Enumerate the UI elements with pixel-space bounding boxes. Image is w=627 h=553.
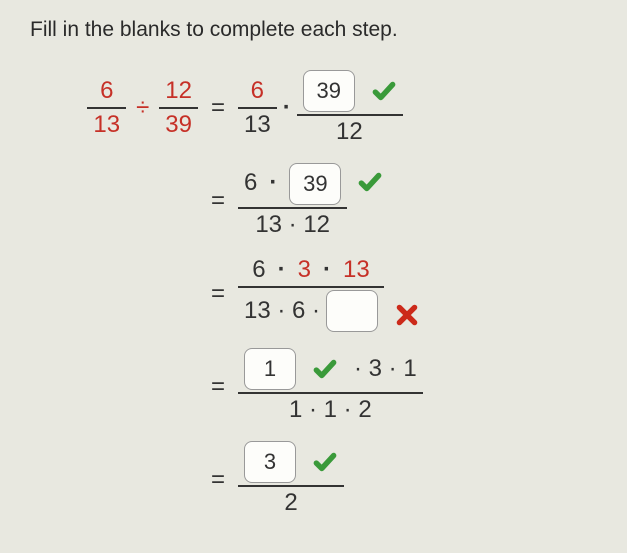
- check-icon: [312, 356, 338, 382]
- equals-sign: =: [198, 187, 238, 215]
- dot-operator: ·: [283, 94, 291, 122]
- equals-sign: =: [198, 466, 238, 494]
- math-worked-steps: 6 13 ÷ 12 39 = 6 13 · 39: [30, 68, 597, 532]
- answer-box-step3[interactable]: 1: [244, 348, 296, 390]
- lhs-fraction-2: 12 39: [159, 75, 198, 143]
- check-icon: [312, 449, 338, 475]
- instruction-text: Fill in the blanks to complete each step…: [30, 18, 597, 42]
- division-sign: ÷: [136, 94, 149, 122]
- answer-box-step4[interactable]: 3: [244, 441, 296, 483]
- step-row-3: = 1 · 3 · 1 1 · 1 · 2: [30, 346, 597, 427]
- step-row-2: = 6 · 3 · 13 13 · 6 ·: [30, 254, 597, 335]
- answer-box-step1[interactable]: 39: [289, 163, 341, 205]
- step2-fraction: 6 · 3 · 13 13 · 6 ·: [238, 254, 384, 335]
- answer-box-step0[interactable]: 39: [303, 70, 355, 112]
- step-row-0: 6 13 ÷ 12 39 = 6 13 · 39: [30, 68, 597, 149]
- step0-left-fraction: 6 13: [238, 75, 277, 143]
- check-icon: [357, 169, 383, 195]
- step1-fraction: 6 · 39 13 · 12: [238, 161, 347, 242]
- answer-box-step2[interactable]: [326, 290, 378, 332]
- step0-right-fraction: 39 12: [297, 68, 403, 149]
- step3-fraction: 1 · 3 · 1 1 · 1 · 2: [238, 346, 423, 427]
- equals-sign: =: [198, 94, 238, 122]
- step4-fraction: 3 2: [238, 439, 344, 520]
- equals-sign: =: [198, 373, 238, 401]
- equals-sign: =: [198, 280, 238, 308]
- cross-icon: [394, 302, 420, 328]
- lhs-fraction-1: 6 13: [87, 75, 126, 143]
- step-row-1: = 6 · 39 13 · 12: [30, 161, 597, 242]
- step-row-4: = 3 2: [30, 439, 597, 520]
- check-icon: [371, 78, 397, 104]
